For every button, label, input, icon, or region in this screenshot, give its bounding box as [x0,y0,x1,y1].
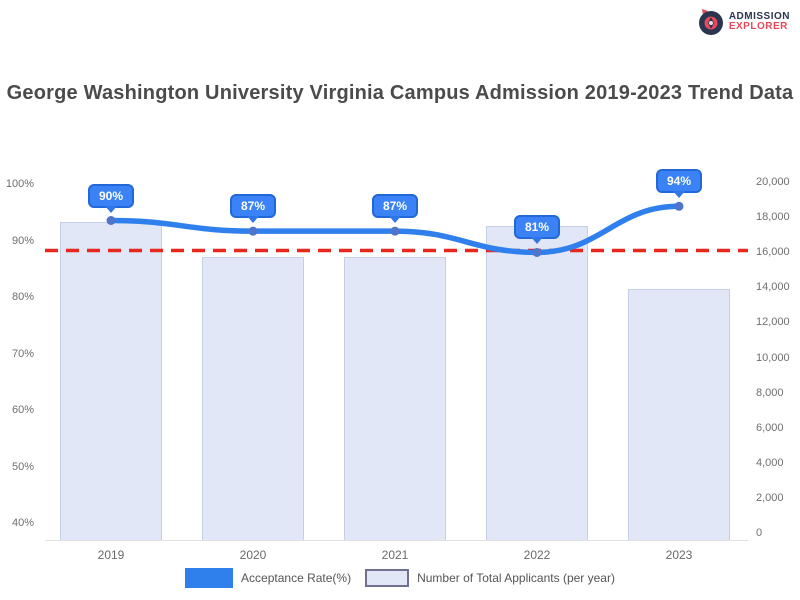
y-axis-right-tick: 0 [756,527,763,539]
legend-item[interactable]: Number of Total Applicants (per year) [365,569,615,587]
bar [202,257,304,540]
y-axis-left-tick: 60% [11,404,34,416]
y-axis-left-tick: 80% [11,291,34,303]
legend-swatch-line [185,568,234,588]
data-label-badge: 90% [88,183,134,208]
legend-item[interactable]: Acceptance Rate(%) [185,568,351,588]
bar [486,225,588,540]
y-axis-right-tick: 20,000 [756,176,790,188]
line-point-marker [390,226,400,236]
y-axis-right-tick: 6,000 [756,421,784,434]
x-axis-tick: 2020 [239,548,267,562]
page-title: George Washington University Virginia Ca… [6,82,794,104]
y-axis-right-tick: 4,000 [756,456,784,469]
data-label-badge: 81% [514,215,560,240]
data-label-badge: 87% [372,194,418,219]
y-axis-left-tick: 70% [11,347,34,360]
y-axis-left-tick: 90% [11,234,34,247]
y-axis-right-tick: 14,000 [756,281,790,294]
data-label-badge: 94% [656,169,702,194]
y-axis-right-tick: 18,000 [756,211,790,224]
bar [628,289,730,540]
x-axis-tick: 2023 [665,548,693,562]
y-axis-left-tick: 100% [5,178,34,190]
legend-swatch-bar [365,569,410,587]
legend: Acceptance Rate(%) Number of Total Applic… [0,568,800,588]
line-point-marker [674,201,684,211]
legend-label: Number of Total Applicants (per year) [417,571,615,585]
data-label-badge: 87% [230,194,276,219]
y-axis-right-tick: 8,000 [756,386,784,399]
brand-name-line1: ADMISSION [728,10,790,22]
brand-logo: ADMISSION EXPLORER [696,8,790,36]
y-axis-right-tick: 16,000 [756,246,790,259]
brand-logo-icon [698,9,723,35]
y-axis-right-tick: 12,000 [756,316,790,329]
x-axis-tick: 2021 [381,548,409,562]
legend-label: Acceptance Rate(%) [241,571,352,585]
x-axis-tick: 2019 [97,548,125,562]
brand-name-line2: EXPLORER [728,21,788,32]
x-axis-tick: 2022 [523,548,551,562]
x-axis-baseline [45,540,748,541]
y-axis-right-tick: 10,000 [756,351,790,364]
y-axis-left-tick: 50% [11,460,34,473]
y-axis-right-tick: 2,000 [756,491,784,504]
line-point-marker [248,226,258,236]
bar [60,222,162,540]
y-axis-left-tick: 40% [11,517,34,529]
bar [344,257,446,540]
